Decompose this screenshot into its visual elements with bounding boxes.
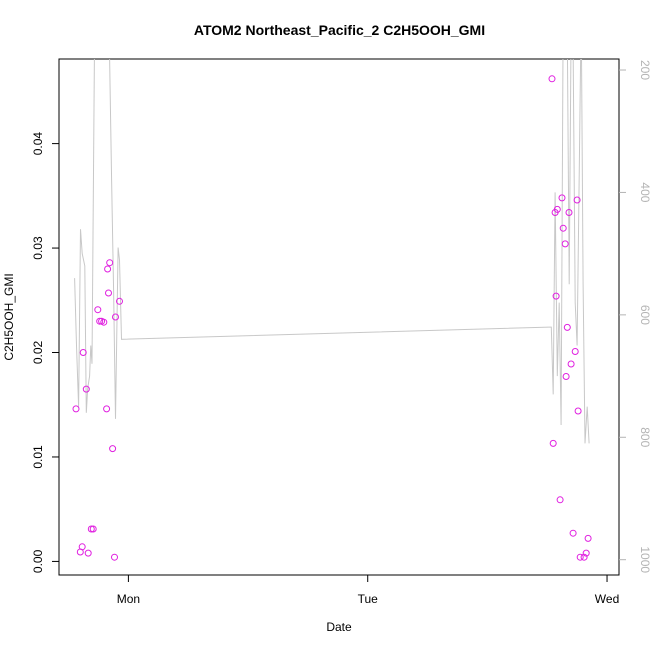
- y-tick-label: 0.01: [31, 445, 45, 469]
- series-line-path: [74, 59, 590, 444]
- data-point: [89, 525, 97, 533]
- x-axis: Mon Tue Wed: [117, 575, 619, 606]
- data-point: [104, 265, 112, 273]
- y2-tick-label: 400: [638, 182, 650, 202]
- y2-tick-label: 600: [638, 305, 650, 325]
- data-point: [548, 75, 556, 83]
- data-point: [82, 385, 90, 393]
- data-point: [116, 297, 123, 305]
- y-tick-label: 0.04: [31, 132, 45, 156]
- y2-tick-label: 1000: [638, 546, 650, 573]
- data-point: [558, 194, 566, 202]
- data-point: [78, 543, 86, 551]
- y2-tick-label: 800: [638, 427, 650, 447]
- x-axis-label: Date: [326, 620, 352, 634]
- data-point: [112, 313, 119, 321]
- c2h5ooh-point-series: [72, 75, 592, 561]
- data-point: [109, 445, 117, 453]
- y-tick-label: 0.02: [31, 341, 45, 365]
- data-point: [105, 289, 112, 297]
- data-point: [72, 405, 80, 413]
- y2-tick-label: 200: [638, 60, 650, 80]
- data-point: [94, 306, 102, 314]
- y-axis-label: C2H5OOH_GMI: [2, 273, 16, 360]
- data-point: [563, 323, 571, 331]
- data-point: [576, 553, 584, 561]
- data-point: [553, 205, 561, 213]
- data-point: [565, 209, 573, 216]
- data-point: [549, 439, 557, 447]
- data-point: [573, 196, 581, 204]
- data-point: [562, 373, 570, 380]
- pressure-line-series: [74, 59, 590, 444]
- data-point: [111, 553, 118, 561]
- y-tick-label: 0.00: [31, 549, 45, 573]
- data-point: [552, 292, 560, 300]
- data-point: [106, 259, 114, 267]
- data-point: [567, 360, 575, 368]
- data-point: [87, 525, 95, 533]
- data-point: [571, 348, 579, 355]
- chart-title: ATOM2 Northeast_Pacific_2 C2H5OOH_GMI: [194, 22, 485, 38]
- data-point: [569, 529, 577, 537]
- y-axis-right: 200 400 600 800 1000: [619, 60, 650, 573]
- data-point: [574, 407, 582, 415]
- y-tick-label: 0.03: [31, 236, 45, 260]
- x-tick-label: Wed: [595, 592, 619, 606]
- plot-frame: [58, 58, 620, 576]
- data-point: [84, 549, 92, 557]
- data-point: [79, 349, 87, 356]
- data-point: [582, 549, 590, 557]
- data-point: [103, 405, 111, 413]
- data-point: [556, 496, 564, 504]
- data-point: [559, 224, 567, 232]
- x-tick-label: Tue: [358, 592, 379, 606]
- x-tick-label: Mon: [117, 592, 140, 606]
- data-point: [561, 240, 569, 248]
- data-point: [584, 534, 592, 542]
- data-point: [96, 317, 104, 325]
- data-point: [100, 318, 108, 326]
- data-point: [580, 553, 588, 561]
- y-axis-left: 0.00 0.01 0.02 0.03 0.04: [31, 132, 59, 573]
